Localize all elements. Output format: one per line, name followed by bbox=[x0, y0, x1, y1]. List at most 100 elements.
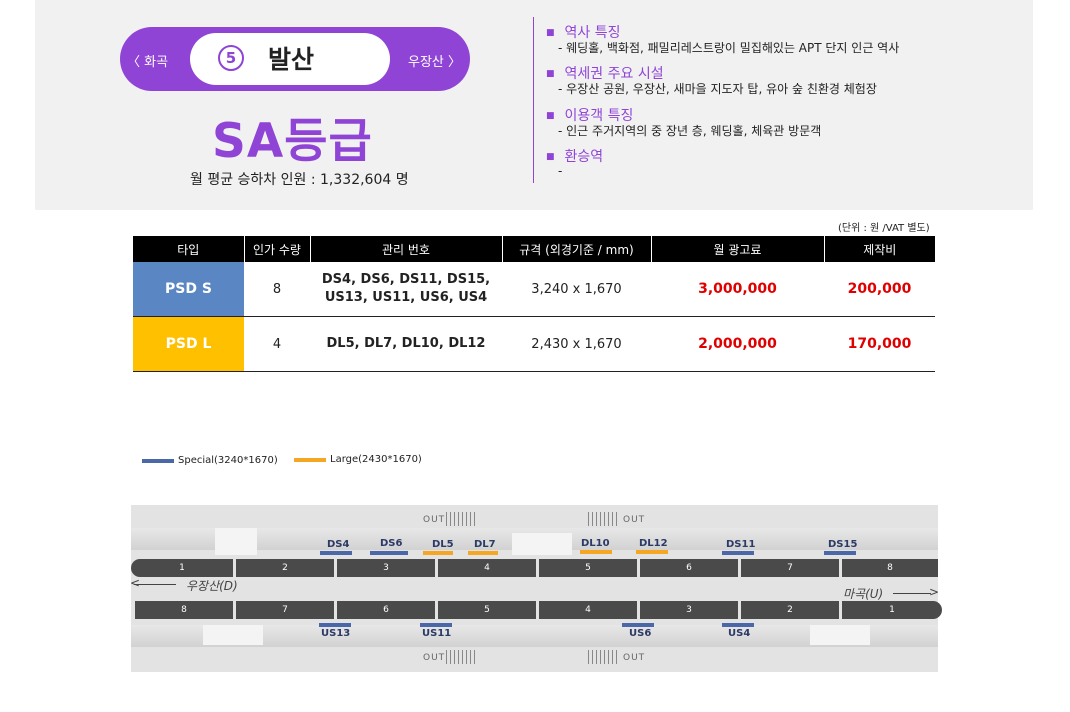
stairs-icon bbox=[446, 650, 478, 664]
direction-left-label: 우장산(D) bbox=[186, 579, 238, 593]
ad-bar-large bbox=[636, 550, 668, 554]
ad-bar-special bbox=[722, 623, 754, 627]
ad-marker-special: DS4 bbox=[327, 539, 350, 550]
ad-marker-special: US13 bbox=[321, 628, 351, 639]
table-row: PSD S 8 DS4, DS6, DS11, DS15, US13, US11,… bbox=[133, 262, 935, 317]
ids-cell: DS4, DS6, DS11, DS15, US13, US11, US6, US… bbox=[310, 262, 502, 317]
ad-bar-special bbox=[320, 551, 352, 555]
info-divider bbox=[533, 17, 534, 183]
train-car: 2 bbox=[741, 601, 839, 619]
header-monthly-fee: 월 광고료 bbox=[651, 236, 825, 262]
qty-cell: 8 bbox=[244, 262, 310, 317]
train-car: 7 bbox=[236, 601, 334, 619]
ad-marker-special: DS6 bbox=[380, 538, 403, 549]
arrow-right-line bbox=[893, 593, 931, 594]
wall-segment bbox=[215, 528, 257, 555]
train-car: 1 bbox=[842, 601, 942, 619]
wall-segment bbox=[512, 533, 572, 555]
station-name: 발산 bbox=[268, 45, 315, 74]
ad-marker-large: DL10 bbox=[581, 538, 610, 549]
direction-right-label: 마곡(U) bbox=[843, 587, 884, 601]
ad-bar-special bbox=[622, 623, 654, 627]
info-desc-station-features: - 웨딩홀, 백화점, 패밀리레스트랑이 밀집해있는 APT 단지 인근 역사 bbox=[558, 41, 900, 55]
monthly-riders-value: 1,332,604 명 bbox=[320, 172, 409, 188]
table-row: PSD L 4 DL5, DL7, DL10, DL12 2,430 x 1,6… bbox=[133, 316, 935, 372]
size-cell: 3,240 x 1,670 bbox=[502, 262, 651, 317]
wall-segment bbox=[810, 625, 870, 645]
legend-large-label: Large(2430*1670) bbox=[330, 454, 422, 465]
production-fee-cell: 170,000 bbox=[824, 316, 935, 372]
monthly-riders-label: 월 평균 승하차 인원 : bbox=[190, 172, 316, 188]
arrow-left-line bbox=[134, 584, 176, 585]
ad-marker-large: DL7 bbox=[474, 539, 496, 550]
train-car: 4 bbox=[438, 559, 536, 577]
station-grade: SA등급 bbox=[212, 114, 373, 169]
train-car: 1 bbox=[131, 559, 233, 577]
info-desc-transfer: - bbox=[558, 164, 563, 178]
ad-marker-large: DL5 bbox=[432, 539, 454, 550]
train-car: 3 bbox=[337, 559, 435, 577]
exit-label: OUT bbox=[423, 515, 446, 525]
train-car: 6 bbox=[640, 559, 738, 577]
ad-marker-special: US11 bbox=[422, 628, 452, 639]
train-car: 3 bbox=[640, 601, 738, 619]
legend-special-swatch bbox=[142, 459, 174, 463]
info-desc-facilities: - 우장산 공원, 우장산, 새마을 지도자 탑, 유아 숲 친환경 체험장 bbox=[558, 82, 877, 96]
train-car: 5 bbox=[539, 559, 637, 577]
info-title-facilities: ■ 역세권 주요 시설 bbox=[546, 66, 664, 82]
ad-marker-large: DL12 bbox=[639, 538, 668, 549]
arrow-right-icon: > bbox=[929, 585, 940, 599]
ad-bar-special bbox=[722, 551, 754, 555]
prev-station-label: 〈 화곡 bbox=[127, 55, 169, 70]
info-title-riders: ■ 이용객 특징 bbox=[546, 108, 634, 124]
wall-segment bbox=[203, 625, 263, 645]
ad-marker-special: US4 bbox=[728, 628, 751, 639]
train-car: 5 bbox=[438, 601, 536, 619]
unit-note: (단위 : 원 /VAT 별도) bbox=[838, 223, 930, 234]
next-station-label: 우장산 〉 bbox=[408, 55, 462, 70]
arrow-left-icon: < bbox=[130, 576, 141, 590]
exit-label: OUT bbox=[423, 653, 446, 663]
info-desc-riders: - 인근 주거지역의 중 장년 층, 웨딩홀, 체육관 방문객 bbox=[558, 124, 822, 138]
monthly-riders: 월 평균 승하차 인원 : 1,332,604 명 bbox=[190, 169, 409, 189]
ad-marker-special: US6 bbox=[629, 628, 652, 639]
train-car: 8 bbox=[135, 601, 233, 619]
exit-label: OUT bbox=[623, 515, 646, 525]
ad-bar-special bbox=[824, 551, 856, 555]
qty-cell: 4 bbox=[244, 316, 310, 372]
type-cell: PSD L bbox=[133, 316, 244, 372]
monthly-fee-cell: 2,000,000 bbox=[651, 316, 824, 372]
ad-bar-large bbox=[423, 551, 453, 555]
production-fee-cell: 200,000 bbox=[824, 262, 935, 317]
ad-bar-special bbox=[319, 623, 351, 627]
ad-bar-large bbox=[468, 551, 498, 555]
header-qty: 인가 수량 bbox=[244, 236, 311, 262]
platform-wall-bottom bbox=[131, 625, 938, 647]
monthly-fee-cell: 3,000,000 bbox=[651, 262, 824, 317]
legend-special-label: Special(3240*1670) bbox=[178, 455, 278, 466]
type-cell: PSD S bbox=[133, 262, 244, 317]
size-cell: 2,430 x 1,670 bbox=[502, 316, 651, 372]
train-car: 8 bbox=[842, 559, 938, 577]
ad-bar-special bbox=[420, 623, 452, 627]
stairs-icon bbox=[588, 512, 620, 526]
train-car: 2 bbox=[236, 559, 334, 577]
table-header-row: 타입 인가 수량 관리 번호 규격 (외경기준 / mm) 월 광고료 제작비 bbox=[133, 236, 935, 262]
info-title-station-features: ■ 역사 특징 bbox=[546, 25, 621, 41]
stairs-icon bbox=[446, 512, 478, 526]
exit-label: OUT bbox=[623, 653, 646, 663]
train-car: 7 bbox=[741, 559, 839, 577]
ad-bar-large bbox=[580, 550, 612, 554]
ids-cell: DL5, DL7, DL10, DL12 bbox=[310, 316, 502, 372]
header-production-fee: 제작비 bbox=[824, 236, 935, 262]
stairs-icon bbox=[588, 650, 620, 664]
header-ids: 관리 번호 bbox=[310, 236, 503, 262]
header-type: 타입 bbox=[133, 236, 245, 262]
info-title-transfer: ■ 환승역 bbox=[546, 149, 604, 165]
ad-bar-special bbox=[370, 551, 408, 555]
header-size: 규격 (외경기준 / mm) bbox=[502, 236, 652, 262]
ad-marker-special: DS15 bbox=[828, 539, 858, 550]
train-car: 6 bbox=[337, 601, 435, 619]
ad-marker-special: DS11 bbox=[726, 539, 756, 550]
line-number-badge: 5 bbox=[218, 45, 244, 71]
